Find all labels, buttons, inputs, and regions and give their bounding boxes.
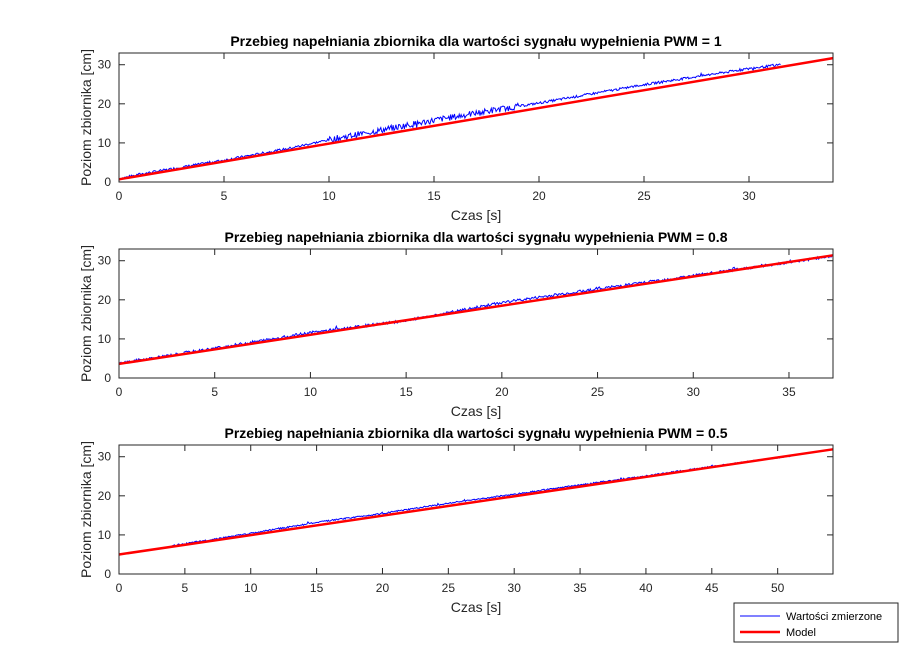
y-axis-label: Poziom zbiornika [cm]: [78, 245, 94, 382]
x-tick-label: 30: [742, 189, 756, 203]
y-tick-label: 20: [98, 489, 112, 503]
subplot-1: 0 5 10 15 20 25 30 0 10 20 30 Czas [s] Poziom zbiorn…: [78, 33, 834, 223]
y-tick-label: 30: [98, 254, 112, 268]
y-tick-label: 30: [98, 450, 112, 464]
x-tick-label: 15: [427, 189, 441, 203]
x-tick-label: 10: [244, 581, 258, 595]
plot-title: Przebieg napełniania zbiornika dla warto…: [230, 33, 722, 49]
y-tick-label: 10: [98, 332, 112, 346]
legend-box: [733, 602, 899, 643]
x-tick-label: 0: [116, 385, 123, 399]
legend: Wartości zmierzone Model: [733, 602, 899, 643]
legend-label-measured: Wartości zmierzone: [786, 611, 882, 623]
x-tick-label: 15: [399, 385, 413, 399]
x-axis-label: Czas [s]: [451, 207, 502, 223]
x-tick-label: 5: [182, 581, 189, 595]
x-tick-label: 30: [687, 385, 701, 399]
plot-title: Przebieg napełniania zbiornika dla warto…: [225, 229, 728, 245]
x-tick-label: 50: [771, 581, 785, 595]
x-tick-label: 35: [782, 385, 796, 399]
x-tick-label: 25: [637, 189, 651, 203]
x-tick-label: 5: [211, 385, 218, 399]
x-tick-label: 20: [495, 385, 509, 399]
axes-box: [118, 248, 834, 379]
x-tick-label: 20: [376, 581, 390, 595]
x-tick-label: 25: [442, 581, 456, 595]
x-tick-label: 45: [705, 581, 719, 595]
y-tick-label: 0: [104, 371, 111, 385]
y-tick-label: 20: [98, 97, 112, 111]
x-tick-label: 5: [221, 189, 228, 203]
y-axis-label: Poziom zbiornika [cm]: [78, 441, 94, 578]
legend-label-model: Model: [786, 627, 816, 639]
y-tick-label: 30: [98, 58, 112, 72]
axes-box: [118, 52, 834, 183]
x-tick-label: 0: [116, 581, 123, 595]
series-model-line: [118, 56, 834, 181]
plot-title: Przebieg napełniania zbiornika dla warto…: [225, 425, 728, 441]
x-tick-label: 0: [116, 189, 123, 203]
y-tick-label: 10: [98, 136, 112, 150]
y-tick-label: 0: [104, 175, 111, 189]
subplot-2: 0 5 10 15 20 25 30 35 0 10 20 30 Czas [s] Poziom zbio…: [78, 229, 834, 419]
x-axis-label: Czas [s]: [451, 403, 502, 419]
x-tick-label: 10: [304, 385, 318, 399]
plot-area: [119, 249, 833, 378]
series-model-line: [118, 448, 834, 556]
x-tick-label: 10: [322, 189, 336, 203]
x-axis-label: Czas [s]: [451, 599, 502, 615]
subplots: 0 5 10 15 20 25 30 0 10 20 30 Czas [s] Poziom zbiorn…: [78, 33, 834, 615]
x-tick-label: 25: [591, 385, 605, 399]
axes-box: [118, 444, 834, 575]
x-tick-label: 30: [508, 581, 522, 595]
y-tick-label: 10: [98, 528, 112, 542]
series-model-line: [118, 254, 834, 366]
y-tick-label: 20: [98, 293, 112, 307]
x-tick-label: 35: [573, 581, 587, 595]
y-axis-label: Poziom zbiornika [cm]: [78, 49, 94, 186]
subplot-3: 0 5 10 15 20 25 30 35 40 45 50 0 10 20 30 Czas [s] Pozio…: [78, 425, 834, 615]
x-tick-label: 15: [310, 581, 324, 595]
y-tick-label: 0: [104, 567, 111, 581]
x-tick-label: 20: [532, 189, 546, 203]
x-tick-label: 40: [639, 581, 653, 595]
